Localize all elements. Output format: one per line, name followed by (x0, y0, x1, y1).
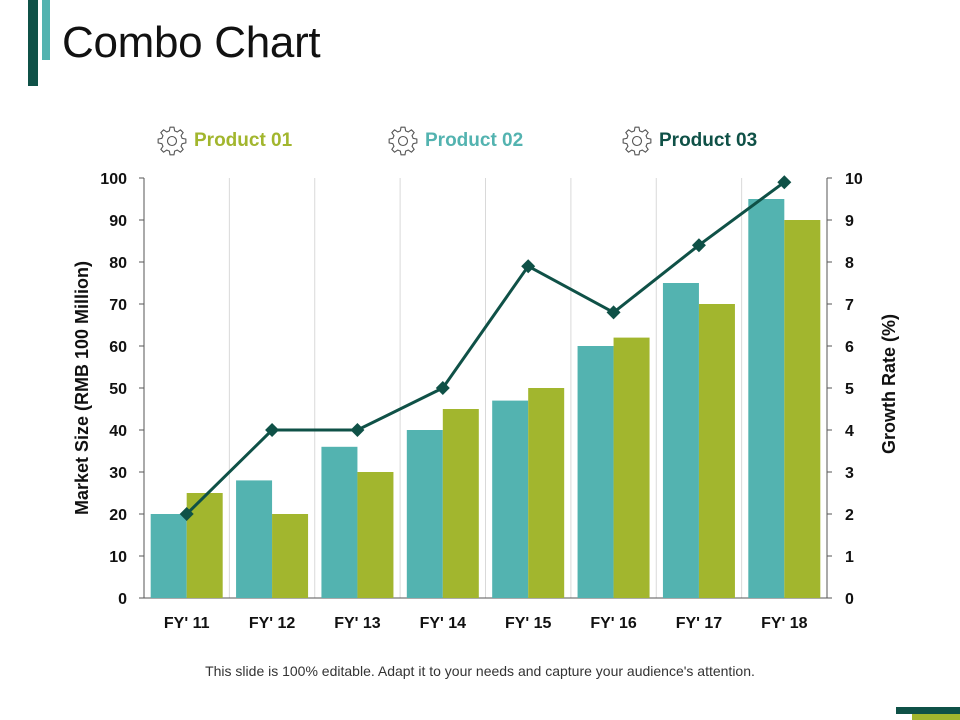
bar-product-02 (492, 400, 529, 598)
growth-rate-line (185, 180, 786, 516)
legend-item-product-02: Product 02 (387, 124, 523, 158)
growth-rate-marker (435, 381, 450, 395)
x-tick-label: FY' 12 (249, 615, 296, 632)
page-title: Combo Chart (62, 18, 321, 67)
bar-product-01 (784, 220, 821, 598)
y-tick-label: 60 (109, 339, 127, 356)
bar-product-01 (442, 409, 479, 598)
bar-product-01 (357, 472, 394, 598)
growth-rate-marker (606, 305, 621, 320)
legend-item-product-03: Product 03 (621, 124, 757, 158)
y2-axis-title: Growth Rate (%) (879, 314, 899, 454)
growth-rate-marker (265, 423, 280, 437)
y-tick-label: 20 (109, 507, 127, 524)
y-tick-label: 90 (109, 213, 127, 230)
y2-tick-label: 2 (845, 507, 854, 524)
title-accent-bar-dark (28, 0, 38, 86)
gear-icon (622, 126, 652, 156)
y2-tick-label: 6 (845, 339, 854, 356)
bar-product-01 (613, 337, 650, 598)
bar-product-02 (406, 430, 443, 598)
y-tick-label: 70 (109, 297, 127, 314)
y2-tick-label: 7 (845, 297, 854, 314)
y2-tick-label: 0 (845, 591, 854, 608)
gear-icon (388, 126, 418, 156)
bar-product-02 (748, 199, 785, 598)
x-tick-label: FY' 14 (420, 615, 467, 632)
bar-product-02 (577, 346, 614, 598)
x-tick-label: FY' 16 (590, 615, 637, 632)
x-tick-label: FY' 15 (505, 615, 552, 632)
y-axis-title: Market Size (RMB 100 Million) (72, 261, 92, 515)
y2-tick-label: 1 (845, 549, 854, 566)
legend-label-product-02: Product 02 (425, 130, 524, 151)
bar-product-02 (236, 480, 273, 598)
bar-product-02 (150, 514, 187, 598)
x-tick-label: FY' 18 (761, 615, 808, 632)
title-accent-bar-light (42, 0, 50, 60)
x-tick-label: FY' 11 (164, 615, 210, 632)
y2-tick-label: 9 (845, 213, 854, 230)
y2-tick-label: 8 (845, 255, 854, 272)
bar-product-01 (698, 304, 735, 598)
x-tick-label: FY' 17 (676, 615, 723, 632)
legend-label-product-01: Product 01 (194, 130, 293, 151)
gear-icon (157, 126, 187, 156)
bar-product-02 (662, 283, 699, 598)
bar-product-01 (528, 388, 565, 598)
y2-tick-label: 10 (845, 171, 863, 188)
footer-note: This slide is 100% editable. Adapt it to… (205, 663, 755, 679)
growth-rate-marker (179, 507, 194, 521)
corner-accent-light (912, 714, 960, 720)
bar-product-01 (186, 493, 223, 598)
y-tick-label: 100 (100, 171, 127, 188)
bar-product-01 (272, 514, 309, 598)
growth-rate-marker (691, 238, 706, 253)
legend-label-product-03: Product 03 (659, 130, 758, 151)
bar-product-02 (321, 446, 358, 598)
corner-accent-dark (896, 707, 960, 714)
growth-rate-marker (521, 259, 536, 274)
legend-item-product-01: Product 01 (156, 124, 292, 158)
y2-tick-label: 4 (845, 423, 854, 440)
y-tick-label: 0 (118, 591, 127, 608)
growth-rate-marker (777, 175, 792, 190)
y-tick-label: 50 (109, 381, 127, 398)
y2-tick-label: 3 (845, 465, 854, 482)
x-tick-label: FY' 13 (334, 615, 381, 632)
growth-rate-marker (350, 423, 365, 437)
y-tick-label: 10 (109, 549, 127, 566)
y2-tick-label: 5 (845, 381, 854, 398)
y-tick-label: 30 (109, 465, 127, 482)
y-tick-label: 80 (109, 255, 127, 272)
y-tick-label: 40 (109, 423, 127, 440)
